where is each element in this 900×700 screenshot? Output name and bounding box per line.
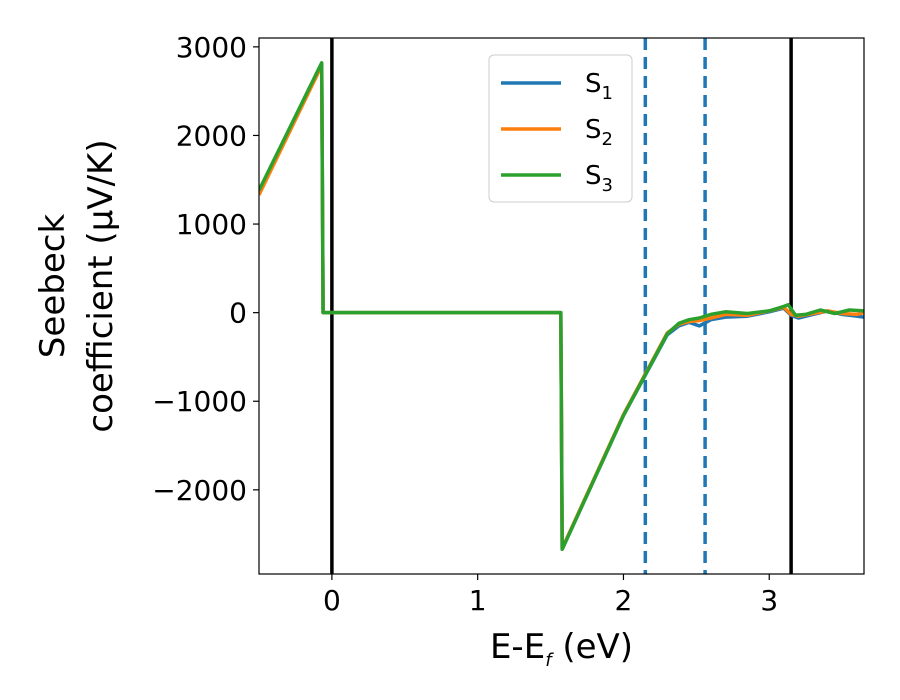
- legend-entry-2: S2: [585, 115, 613, 150]
- y-tick-label: 0: [229, 297, 247, 330]
- series-group: [259, 61, 864, 551]
- y-axis-label-line2: coefficient (μV/K): [81, 139, 121, 432]
- y-tick-label: −1000: [152, 385, 247, 418]
- x-tick-label: 0: [323, 584, 341, 617]
- y-tick-label: 3000: [176, 31, 247, 64]
- legend: S1 S2 S3: [488, 54, 633, 203]
- legend-entry-1: S1: [585, 69, 613, 104]
- y-tick-label: −2000: [152, 474, 247, 507]
- legend-entry-3: S3: [585, 161, 613, 196]
- y-tick-label: 2000: [176, 119, 247, 152]
- y-tick-label: 1000: [176, 208, 247, 241]
- x-tick-label: 1: [469, 584, 487, 617]
- x-axis-label: E-Ef (eV): [490, 627, 633, 671]
- x-tick-label: 2: [615, 584, 633, 617]
- vertical-reference-lines: [330, 38, 793, 574]
- plot-frame: [258, 37, 865, 575]
- x-tick-label: 3: [760, 584, 778, 617]
- series-line-3: [259, 61, 864, 551]
- x-axis-ticks: 0 1 2 3: [323, 574, 778, 617]
- y-axis-label-line1: Seebeck: [33, 214, 73, 359]
- y-axis-ticks: 3000 2000 1000 0 −1000 −2000: [152, 31, 259, 507]
